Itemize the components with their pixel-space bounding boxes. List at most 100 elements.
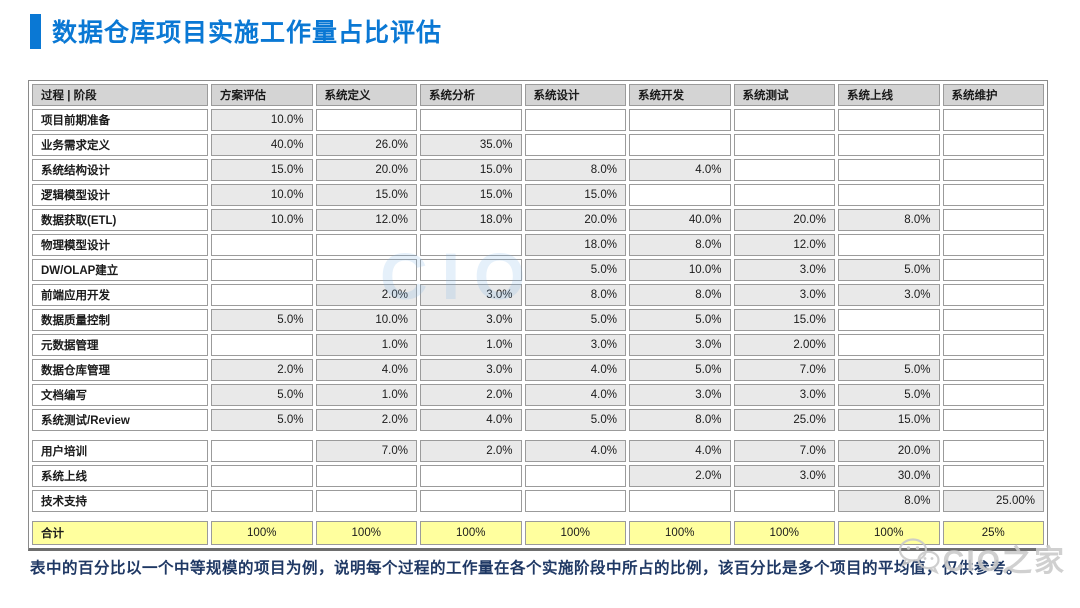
value-cell: 7.0% — [733, 359, 835, 381]
value-cell: 1.0% — [315, 334, 417, 356]
value-cell — [420, 490, 522, 512]
value-cell — [211, 284, 313, 306]
table-row: 系统上线 2.0% 3.0% 30.0% — [32, 465, 1044, 487]
table-foot: 合计 100% 100% 100% 100% 100% 100% 100% 25% — [32, 515, 1044, 545]
wechat-logo-icon — [897, 537, 941, 580]
brand-text: CIO之家 — [942, 545, 1066, 578]
value-cell: 15.0% — [524, 184, 626, 206]
value-cell: 5.0% — [524, 309, 626, 331]
value-cell: 4.0% — [629, 440, 731, 462]
value-cell — [420, 259, 522, 281]
value-cell: 2.0% — [629, 465, 731, 487]
value-cell: 26.0% — [315, 134, 417, 156]
value-cell: 2.0% — [420, 384, 522, 406]
table-row: 前端应用开发 2.0% 3.0% 8.0% 8.0% 3.0% 3.0% — [32, 284, 1044, 306]
row-label: 数据获取(ETL) — [32, 209, 208, 231]
value-cell: 4.0% — [629, 159, 731, 181]
value-cell: 5.0% — [838, 384, 940, 406]
value-cell — [838, 234, 940, 256]
value-cell — [942, 134, 1044, 156]
value-cell: 18.0% — [524, 234, 626, 256]
value-cell — [315, 109, 417, 131]
value-cell — [838, 159, 940, 181]
value-cell — [942, 409, 1044, 431]
value-cell: 3.0% — [838, 284, 940, 306]
value-cell: 8.0% — [629, 409, 731, 431]
value-cell: 5.0% — [211, 384, 313, 406]
value-cell: 5.0% — [629, 359, 731, 381]
value-cell — [838, 109, 940, 131]
column-header: 系统设计 — [524, 84, 626, 106]
value-cell: 15.0% — [420, 159, 522, 181]
table-row: 数据仓库管理 2.0% 4.0% 3.0% 4.0% 5.0% 7.0% 5.0% — [32, 359, 1044, 381]
value-cell — [942, 284, 1044, 306]
row-label: 技术支持 — [32, 490, 208, 512]
value-cell: 3.0% — [629, 384, 731, 406]
value-cell — [942, 440, 1044, 462]
row-label: 元数据管理 — [32, 334, 208, 356]
value-cell — [942, 309, 1044, 331]
value-cell: 3.0% — [420, 359, 522, 381]
value-cell: 8.0% — [838, 209, 940, 231]
row-label: 用户培训 — [32, 440, 208, 462]
row-label: 项目前期准备 — [32, 109, 208, 131]
value-cell: 15.0% — [838, 409, 940, 431]
total-cell: 100% — [211, 521, 313, 545]
value-cell: 18.0% — [420, 209, 522, 231]
page-title: 数据仓库项目实施工作量占比评估 — [52, 19, 443, 47]
value-cell — [733, 159, 835, 181]
table-row: 数据获取(ETL) 10.0% 12.0% 18.0% 20.0% 40.0% 20.0% 8… — [32, 209, 1044, 231]
value-cell: 40.0% — [629, 209, 731, 231]
column-header: 系统上线 — [838, 84, 940, 106]
value-cell — [629, 490, 731, 512]
value-cell: 4.0% — [524, 359, 626, 381]
value-cell — [942, 159, 1044, 181]
row-label: 前端应用开发 — [32, 284, 208, 306]
value-cell: 10.0% — [211, 209, 313, 231]
value-cell — [211, 490, 313, 512]
column-header: 系统分析 — [420, 84, 522, 106]
value-cell — [420, 465, 522, 487]
column-header: 系统开发 — [629, 84, 731, 106]
value-cell — [942, 259, 1044, 281]
value-cell: 40.0% — [211, 134, 313, 156]
value-cell: 12.0% — [733, 234, 835, 256]
value-cell: 3.0% — [629, 334, 731, 356]
value-cell: 8.0% — [524, 284, 626, 306]
total-row: 合计 100% 100% 100% 100% 100% 100% 100% 25% — [32, 521, 1044, 545]
value-cell: 4.0% — [420, 409, 522, 431]
value-cell — [629, 109, 731, 131]
table-row: DW/OLAP建立 5.0% 10.0% 3.0% 5.0% — [32, 259, 1044, 281]
title-accent-bar — [30, 13, 41, 49]
value-cell — [420, 109, 522, 131]
table-row: 技术支持 8.0% 25.00% — [32, 490, 1044, 512]
value-cell — [315, 465, 417, 487]
value-cell — [629, 184, 731, 206]
value-cell — [942, 334, 1044, 356]
value-cell: 7.0% — [315, 440, 417, 462]
value-cell: 20.0% — [315, 159, 417, 181]
row-label: 数据仓库管理 — [32, 359, 208, 381]
value-cell — [524, 490, 626, 512]
value-cell: 10.0% — [315, 309, 417, 331]
value-cell: 7.0% — [733, 440, 835, 462]
value-cell: 5.0% — [838, 259, 940, 281]
value-cell: 8.0% — [838, 490, 940, 512]
table-row: 用户培训 7.0% 2.0% 4.0% 4.0% 7.0% 20.0% — [32, 440, 1044, 462]
value-cell — [942, 359, 1044, 381]
value-cell — [942, 184, 1044, 206]
total-cell: 100% — [629, 521, 731, 545]
value-cell — [733, 109, 835, 131]
value-cell — [733, 490, 835, 512]
row-label: 系统结构设计 — [32, 159, 208, 181]
value-cell: 3.0% — [733, 284, 835, 306]
value-cell — [524, 109, 626, 131]
value-cell: 2.0% — [211, 359, 313, 381]
value-cell: 5.0% — [524, 409, 626, 431]
total-cell: 100% — [420, 521, 522, 545]
value-cell — [942, 109, 1044, 131]
value-cell: 15.0% — [733, 309, 835, 331]
value-cell — [524, 134, 626, 156]
value-cell — [315, 490, 417, 512]
value-cell — [838, 309, 940, 331]
